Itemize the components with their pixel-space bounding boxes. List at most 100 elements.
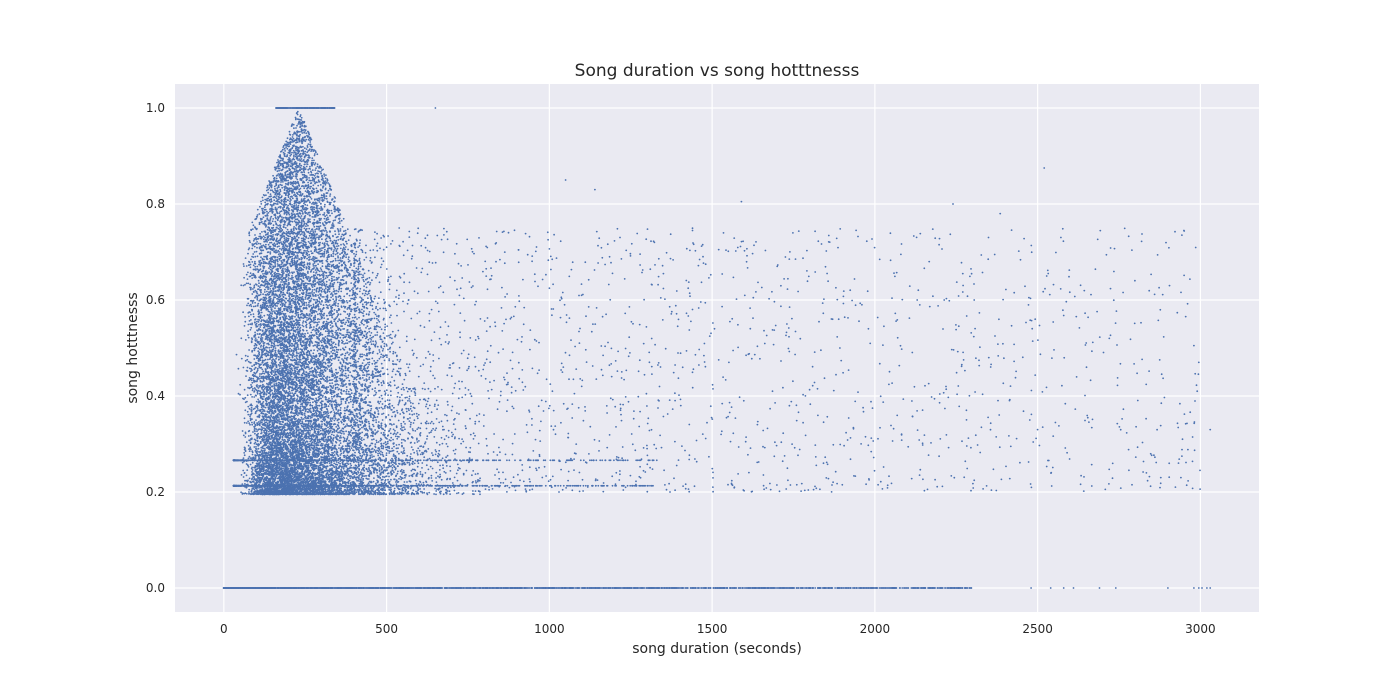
data-point [330, 341, 333, 343]
data-point [362, 472, 365, 475]
data-point [303, 187, 306, 190]
data-point [267, 232, 269, 234]
data-point [344, 369, 347, 372]
data-point [257, 336, 260, 339]
data-point [304, 332, 306, 335]
data-point [347, 317, 349, 320]
data-point [403, 388, 405, 391]
data-point [319, 380, 322, 383]
data-point [291, 151, 293, 154]
data-point [334, 293, 336, 295]
data-point [330, 457, 333, 460]
data-point [280, 288, 283, 290]
data-point [307, 464, 310, 467]
data-point [285, 237, 288, 239]
data-point [291, 236, 293, 239]
data-point [312, 201, 315, 204]
data-point [252, 224, 255, 227]
data-point [342, 318, 345, 321]
data-point [434, 429, 437, 431]
data-point [244, 483, 246, 485]
data-point [330, 247, 333, 250]
data-point [340, 398, 343, 400]
data-point [421, 451, 423, 454]
data-point [285, 233, 288, 236]
data-point [273, 343, 276, 346]
data-point [309, 256, 311, 258]
data-point [358, 449, 360, 452]
data-point [350, 355, 353, 358]
data-point [305, 292, 308, 294]
data-point [295, 413, 298, 416]
data-point [366, 404, 369, 406]
data-point [453, 476, 456, 479]
data-point [392, 350, 395, 353]
data-point [371, 370, 374, 373]
data-point [248, 422, 251, 425]
data-point [307, 181, 309, 184]
data-point [433, 405, 436, 407]
data-point [307, 171, 310, 174]
data-point [313, 163, 316, 166]
data-point [266, 319, 268, 321]
data-point [324, 287, 327, 290]
data-point [356, 419, 359, 422]
data-point [333, 431, 336, 433]
data-point [383, 429, 386, 432]
data-point [333, 281, 336, 284]
data-point [394, 429, 396, 432]
data-point [328, 314, 331, 317]
data-point [247, 457, 250, 460]
data-point [320, 194, 323, 197]
data-point [324, 301, 327, 303]
data-point [330, 296, 332, 299]
data-point [383, 390, 386, 393]
data-point [242, 311, 245, 314]
data-point [342, 467, 345, 470]
data-point [325, 403, 328, 406]
data-point [282, 467, 284, 470]
data-point [263, 291, 266, 293]
data-point [257, 242, 260, 245]
data-point [440, 388, 443, 391]
data-point [281, 438, 284, 441]
data-point [381, 397, 384, 400]
data-point [284, 270, 287, 272]
data-point [338, 395, 340, 398]
data-point [303, 227, 306, 230]
data-point [357, 360, 359, 363]
data-point [276, 201, 279, 203]
data-point [346, 436, 349, 438]
data-point [349, 352, 352, 355]
data-point [330, 277, 333, 280]
data-point [303, 185, 305, 188]
data-point [379, 307, 381, 310]
data-point [341, 381, 343, 384]
data-point [247, 466, 250, 468]
data-point [387, 394, 389, 396]
data-point [322, 272, 325, 275]
data-point [338, 447, 340, 449]
data-point [284, 297, 287, 300]
data-point [324, 248, 326, 251]
data-point [424, 388, 426, 391]
data-point [376, 322, 378, 324]
data-point [293, 155, 295, 158]
data-point [326, 231, 328, 234]
data-point [350, 395, 352, 398]
data-point [391, 404, 394, 407]
data-point [259, 259, 262, 262]
data-point [295, 247, 297, 250]
data-point [245, 422, 248, 424]
data-point [256, 241, 258, 243]
data-point [321, 174, 323, 177]
data-point [318, 312, 321, 315]
data-point [436, 455, 439, 457]
data-point [333, 249, 335, 251]
data-point [308, 227, 311, 230]
data-point [265, 243, 267, 246]
data-point [417, 426, 420, 429]
data-point [277, 167, 280, 170]
data-point [265, 224, 268, 227]
data-point [255, 284, 258, 286]
